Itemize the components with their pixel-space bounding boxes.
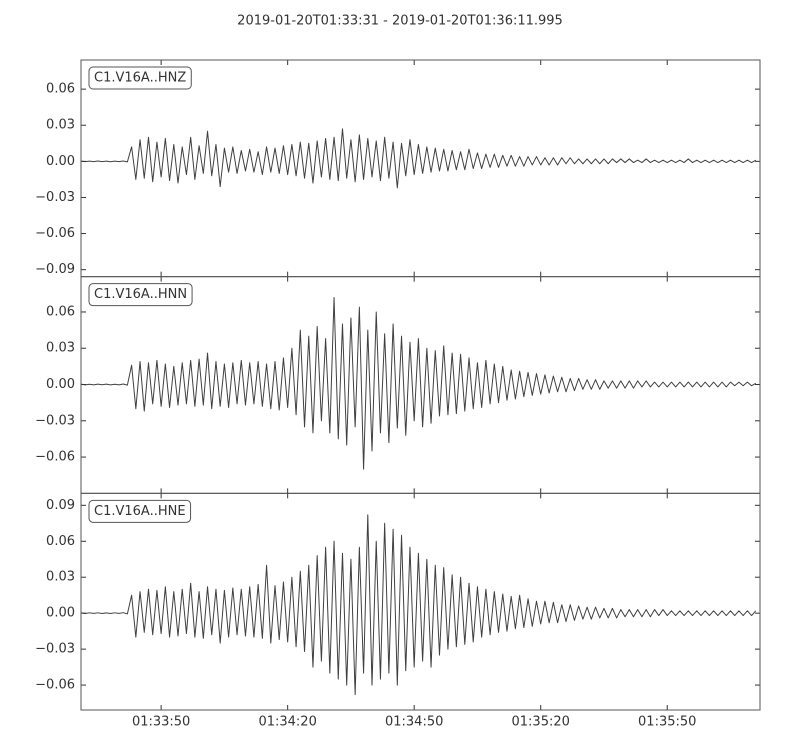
legend-label: C1.V16A..HNN xyxy=(94,287,187,302)
y-tick-label: 0.09 xyxy=(46,498,75,513)
y-tick-label: −0.09 xyxy=(35,262,75,277)
legend-box xyxy=(88,499,192,523)
y-tick-label: 0.03 xyxy=(46,570,75,585)
panel-frame xyxy=(80,59,761,278)
chart-title: 2019-01-20T01:33:31 - 2019-01-20T01:36:1… xyxy=(237,14,563,29)
y-tick-label: 0.03 xyxy=(46,341,75,356)
x-tick-label: 01:34:50 xyxy=(385,715,443,730)
legend-label: C1.V16A..HNE xyxy=(94,504,186,519)
y-tick-label: −0.06 xyxy=(35,226,75,241)
y-tick-label: −0.03 xyxy=(35,190,75,205)
y-tick-label: −0.03 xyxy=(35,642,75,657)
y-tick-label: 0.06 xyxy=(46,82,75,97)
waveform xyxy=(80,514,757,696)
x-tick-label: 01:34:20 xyxy=(258,715,316,730)
panel-frame xyxy=(80,492,761,711)
x-tick-label: 01:33:50 xyxy=(132,715,190,730)
x-tick-label: 01:35:50 xyxy=(638,715,696,730)
waveform xyxy=(80,128,757,189)
y-tick-label: 0.06 xyxy=(46,304,75,319)
legend-label: C1.V16A..HNZ xyxy=(94,71,186,86)
y-tick-label: 0.00 xyxy=(46,154,75,169)
y-tick-label: −0.06 xyxy=(35,678,75,693)
legend-box xyxy=(88,66,192,90)
y-tick-label: 0.00 xyxy=(46,606,75,621)
waveform xyxy=(80,296,757,470)
y-tick-label: −0.03 xyxy=(35,413,75,428)
x-tick-label: 01:35:20 xyxy=(512,715,570,730)
y-tick-label: 0.03 xyxy=(46,118,75,133)
y-tick-label: −0.06 xyxy=(35,450,75,465)
y-tick-label: 0.06 xyxy=(46,534,75,549)
legend-box xyxy=(88,283,193,307)
y-tick-label: 0.00 xyxy=(46,377,75,392)
